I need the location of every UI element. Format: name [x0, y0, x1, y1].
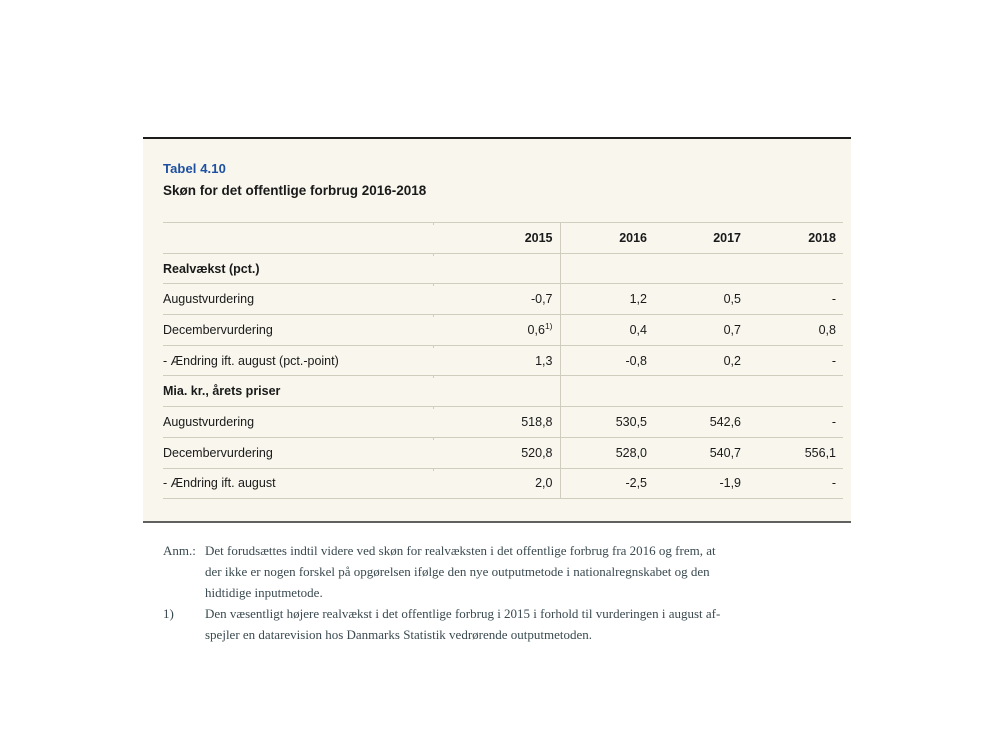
- table-header-row: 2015 2016 2017 2018: [163, 222, 843, 254]
- table-row: Augustvurdering 518,8 530,5 542,6-: [163, 406, 843, 438]
- footnote-line: Det forudsættes indtil videre ved skøn f…: [205, 543, 716, 558]
- value-cell: 0,61): [440, 314, 561, 346]
- value-cell: 556,1: [748, 437, 843, 469]
- section-row: Realvækst (pct.): [163, 253, 843, 285]
- value-cell: [654, 375, 748, 408]
- table-subtitle: Skøn for det offentlige forbrug 2016-201…: [163, 183, 427, 198]
- table-row: Decembervurdering 0,61) 0,4 0,7 0,8: [163, 314, 843, 346]
- value-cell: -2,5: [560, 468, 654, 500]
- table-row: Decembervurdering 520,8 528,0 540,7 556,1: [163, 437, 843, 469]
- value-cell: [560, 253, 654, 285]
- row-label: Mia. kr., årets priser: [163, 375, 440, 408]
- data-table: 2015 2016 2017 2018 Realvækst (pct.) Augustv…: [163, 222, 843, 500]
- value-cell: [748, 253, 843, 285]
- table-number-title: Tabel 4.10: [163, 161, 226, 176]
- value-cell: -: [748, 345, 843, 377]
- row-label: Decembervurdering: [163, 314, 440, 346]
- value-cell: 0,7: [654, 314, 748, 346]
- year-column-header: 2016: [560, 222, 654, 254]
- footnote-marker: 1): [544, 320, 553, 331]
- row-label: Augustvurdering: [163, 406, 440, 438]
- value-cell: [654, 253, 748, 285]
- year-column-header: 2018: [748, 222, 843, 254]
- table-row: - Ændring ift. august 2,0 -2,5 -1,9-: [163, 468, 843, 500]
- footnote-line: Den væsentligt højere realvækst i det of…: [205, 606, 721, 621]
- value-cell: -0,7: [440, 283, 561, 316]
- row-label: Augustvurdering: [163, 283, 440, 316]
- row-label: - Ændring ift. august (pct.-point): [163, 345, 440, 377]
- table-panel: Tabel 4.10 Skøn for det offentlige forbr…: [143, 137, 851, 523]
- footnote: 1) Den væsentligt højere realvækst i det …: [163, 603, 853, 645]
- value-cell: 1,3: [440, 345, 561, 377]
- value-cell: 528,0: [560, 437, 654, 469]
- footnote-line: hidtidige inputmetode.: [205, 585, 323, 600]
- footnote-label: Anm.:: [163, 543, 196, 558]
- row-label: - Ændring ift. august: [163, 468, 440, 500]
- value-cell: 518,8: [440, 406, 561, 438]
- year-column-header: 2017: [654, 222, 748, 254]
- year-column-header: 2015: [440, 222, 561, 254]
- value-cell: -1,9: [654, 468, 748, 500]
- footnote-label: 1): [163, 606, 174, 621]
- value-cell: 0,8: [748, 314, 843, 346]
- section-row: Mia. kr., årets priser: [163, 375, 843, 408]
- table-row: Augustvurdering -0,7 1,2 0,5-: [163, 283, 843, 316]
- value-cell: -: [748, 283, 843, 316]
- value-cell: 540,7: [654, 437, 748, 469]
- value-cell: 0,2: [654, 345, 748, 377]
- table-row: - Ændring ift. august (pct.-point) 1,3 -0,…: [163, 345, 843, 377]
- footnotes-block: Anm.: Det forudsættes indtil videre ved s…: [163, 540, 853, 645]
- value-cell: [440, 253, 561, 285]
- value-cell: 542,6: [654, 406, 748, 438]
- value-cell: 530,5: [560, 406, 654, 438]
- footnote-text: Den væsentligt højere realvækst i det of…: [205, 603, 853, 645]
- row-label: Realvækst (pct.): [163, 253, 440, 285]
- value-cell: [440, 375, 561, 408]
- value-cell: [748, 375, 843, 408]
- table-body: Realvækst (pct.) Augustvurdering -0,7 1,2 0,…: [163, 253, 843, 500]
- footnote: Anm.: Det forudsættes indtil videre ved s…: [163, 540, 853, 603]
- value-cell: 0,5: [654, 283, 748, 316]
- value-cell: 1,2: [560, 283, 654, 316]
- value-cell: 0,4: [560, 314, 654, 346]
- footnote-line: spejler en datarevision hos Danmarks Sta…: [205, 627, 593, 642]
- value-cell: 520,8: [440, 437, 561, 469]
- value-cell: -: [748, 468, 843, 500]
- row-label-header: [163, 222, 440, 254]
- value-cell: -0,8: [560, 345, 654, 377]
- value-cell: -: [748, 406, 843, 438]
- footnote-text: Det forudsættes indtil videre ved skøn f…: [205, 540, 853, 603]
- footnote-line: der ikke er nogen forskel på opgørelsen …: [205, 564, 710, 579]
- value-cell: 2,0: [440, 468, 561, 500]
- value-cell: [560, 375, 654, 408]
- row-label: Decembervurdering: [163, 437, 440, 469]
